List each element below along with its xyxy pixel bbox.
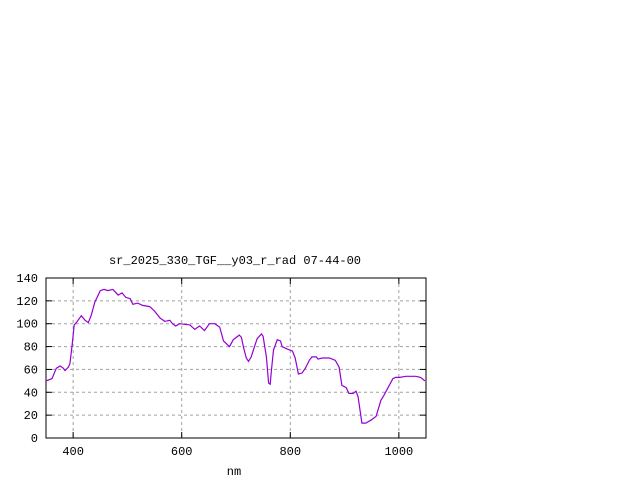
- chart-title: sr_2025_330_TGF__y03_r_rad 07-44-00: [109, 254, 361, 268]
- plot-border: [45, 277, 427, 439]
- y-tick-label: 20: [24, 409, 38, 423]
- y-tick-label: 60: [24, 363, 38, 377]
- y-tick-label: 80: [24, 341, 38, 355]
- y-tick-label: 0: [31, 432, 38, 446]
- y-tick-label: 100: [16, 318, 38, 332]
- grid: [46, 278, 426, 438]
- y-tick-label: 140: [16, 272, 38, 286]
- series-line: [45, 288, 426, 424]
- x-axis-label: nm: [227, 465, 241, 479]
- tick-labels: 0 20 40 60 80 100 120 140 400 600 800 1000: [16, 272, 413, 459]
- y-tick-label: 40: [24, 386, 38, 400]
- x-tick-label: 800: [279, 445, 301, 459]
- y-tick-label: 120: [16, 295, 38, 309]
- x-tick-label: 1000: [384, 445, 413, 459]
- x-tick-label: 600: [171, 445, 193, 459]
- x-tick-label: 400: [62, 445, 84, 459]
- ticks: [46, 277, 426, 439]
